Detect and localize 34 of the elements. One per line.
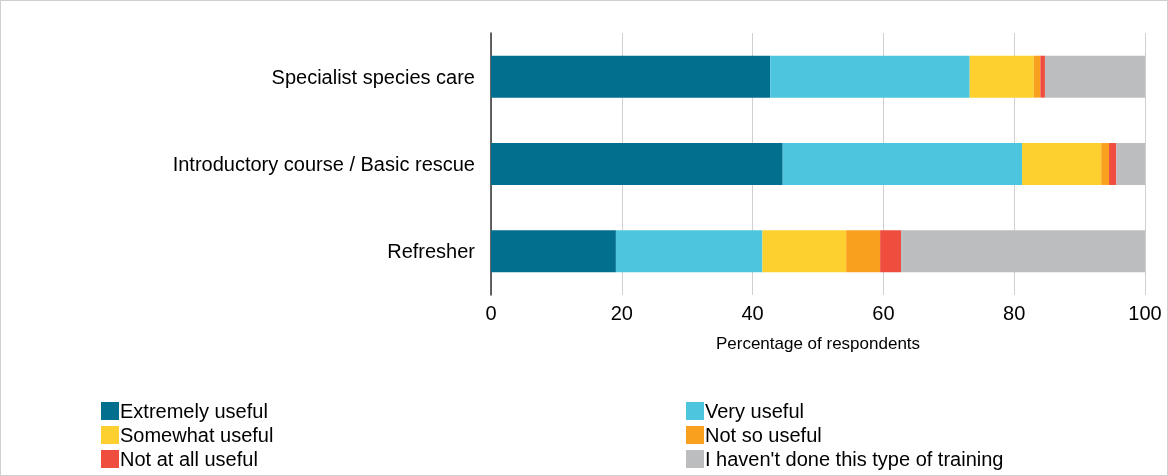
x-axis-title: Percentage of respondents [715, 334, 921, 353]
bar [491, 230, 616, 273]
bar [1109, 143, 1117, 185]
bar [1101, 143, 1110, 185]
x-tick-label: 100 [1128, 302, 1162, 324]
legend-label: I haven't done this type of training [705, 448, 1004, 470]
bar [615, 230, 763, 273]
x-tick-label: 0 [485, 302, 497, 324]
bar [1022, 143, 1102, 185]
x-tick-label: 40 [741, 302, 764, 324]
bar [1040, 55, 1045, 98]
bar [969, 55, 1034, 98]
x-tick-label: 60 [872, 302, 895, 324]
bar [1116, 143, 1145, 185]
legend-label: Not so useful [705, 424, 822, 446]
bar [880, 230, 902, 273]
bar [846, 230, 881, 273]
y-tick-label: Specialist species care [271, 65, 475, 88]
y-tick-label: Refresher [387, 240, 476, 263]
bar [901, 230, 1145, 273]
y-tick-label: Introductory course / Basic rescue [172, 153, 475, 175]
x-tick-label: 80 [1003, 302, 1026, 324]
legend-label: Somewhat useful [120, 424, 274, 446]
x-tick-label: 20 [610, 302, 633, 324]
bar [491, 143, 783, 185]
bar [491, 55, 771, 98]
bar [1044, 55, 1145, 98]
bar [782, 143, 1023, 185]
bar [770, 55, 970, 98]
legend-label: Extremely useful [120, 400, 268, 422]
legend-label: Not at all useful [120, 448, 258, 470]
bar [762, 230, 847, 273]
legend-label: Very useful [705, 400, 804, 422]
bar [1033, 55, 1041, 98]
